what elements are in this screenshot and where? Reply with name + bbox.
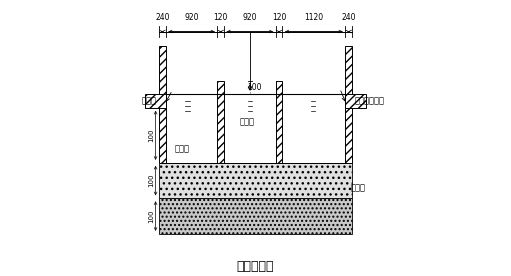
Text: 100: 100 — [148, 209, 154, 223]
Text: 100: 100 — [148, 129, 154, 142]
Text: 沉砂剖面图: 沉砂剖面图 — [237, 260, 274, 273]
Text: 920: 920 — [184, 13, 199, 22]
Bar — [276, 81, 283, 163]
Text: 100: 100 — [247, 83, 262, 92]
Text: 砂垫层: 砂垫层 — [175, 144, 190, 153]
Text: 100: 100 — [148, 174, 154, 187]
Bar — [217, 81, 224, 163]
Bar — [345, 46, 352, 163]
Text: 120: 120 — [272, 13, 286, 22]
Bar — [159, 163, 352, 198]
Text: 920: 920 — [243, 13, 257, 22]
Text: 240: 240 — [155, 13, 170, 22]
Text: 120: 120 — [214, 13, 228, 22]
Text: 排水沟: 排水沟 — [142, 96, 157, 105]
Bar — [146, 94, 166, 108]
Bar — [345, 94, 365, 108]
Bar — [159, 198, 352, 234]
Text: 砂垫层: 砂垫层 — [350, 183, 365, 192]
Bar — [159, 46, 166, 163]
Text: 排入市政管网: 排入市政管网 — [354, 96, 384, 105]
Text: 240: 240 — [341, 13, 356, 22]
Text: 抹灰层: 抹灰层 — [240, 118, 254, 126]
Text: 1120: 1120 — [305, 13, 323, 22]
